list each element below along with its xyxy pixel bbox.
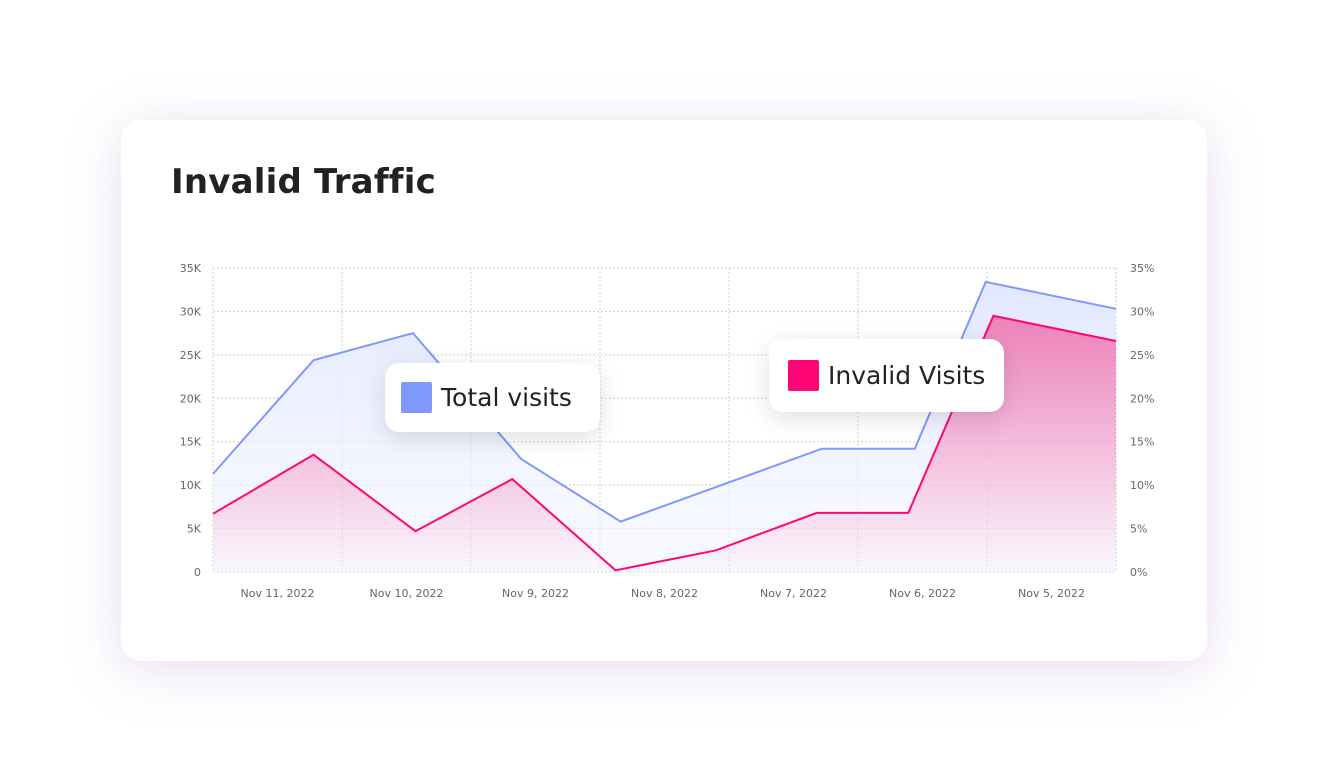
y-right-tick-label: 35% bbox=[1130, 262, 1154, 275]
y-right-tick-label: 30% bbox=[1130, 305, 1154, 318]
y-left-tick-label: 15K bbox=[180, 436, 202, 449]
y-left-tick-label: 35K bbox=[180, 262, 202, 275]
chart-title: Invalid Traffic bbox=[171, 162, 437, 202]
legend-label-invalid-visits: Invalid Visits bbox=[828, 361, 986, 390]
y-right-tick-label: 20% bbox=[1130, 392, 1154, 405]
y-left-tick-label: 30K bbox=[180, 305, 202, 318]
x-tick-label: Nov 6, 2022 bbox=[889, 587, 956, 600]
x-tick-label: Nov 11, 2022 bbox=[241, 587, 315, 600]
legend-swatch-total-visits bbox=[401, 382, 432, 413]
legend-invalid-visits[interactable]: Invalid Visits bbox=[769, 339, 1004, 412]
y-right-tick-label: 5% bbox=[1130, 523, 1147, 536]
area-invalid-visits bbox=[213, 315, 1116, 572]
y-right-tick-label: 10% bbox=[1130, 479, 1154, 492]
line-invalid-visits bbox=[212, 314, 1117, 572]
legend-total-visits[interactable]: Total visits bbox=[385, 363, 600, 432]
x-tick-label: Nov 9, 2022 bbox=[502, 587, 569, 600]
legend-label-total-visits: Total visits bbox=[441, 383, 572, 412]
y-left-tick-label: 10K bbox=[180, 479, 202, 492]
legend-swatch-invalid-visits bbox=[788, 360, 819, 391]
y-right-tick-label: 15% bbox=[1130, 436, 1154, 449]
line-total-visits bbox=[212, 280, 1117, 523]
y-right-tick-label: 25% bbox=[1130, 349, 1154, 362]
area-total-visits bbox=[213, 281, 1116, 572]
x-tick-label: Nov 7, 2022 bbox=[760, 587, 827, 600]
x-tick-label: Nov 10, 2022 bbox=[370, 587, 444, 600]
x-tick-label: Nov 5, 2022 bbox=[1018, 587, 1085, 600]
y-right-tick-label: 0% bbox=[1130, 566, 1147, 579]
x-tick-label: Nov 8, 2022 bbox=[631, 587, 698, 600]
y-left-tick-label: 5K bbox=[187, 523, 202, 536]
y-left-tick-label: 25K bbox=[180, 349, 202, 362]
y-left-tick-label: 20K bbox=[180, 392, 202, 405]
y-left-tick-label: 0 bbox=[194, 566, 201, 579]
